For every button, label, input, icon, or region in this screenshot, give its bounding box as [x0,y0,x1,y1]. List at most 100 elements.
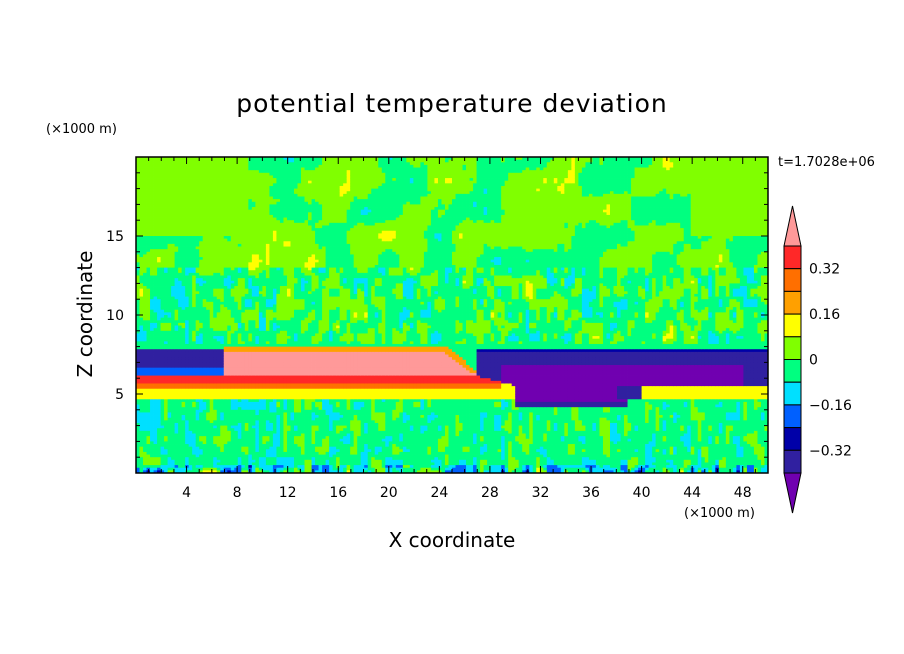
contour-cell [171,325,176,329]
contour-cell [276,299,281,303]
contour-cell [206,246,211,250]
contour-cell [174,157,179,161]
contour-cell [171,214,176,218]
contour-cell [150,357,154,361]
contour-cell [248,322,253,326]
contour-cell [195,214,200,218]
contour-cell [248,301,253,305]
contour-cell [181,317,186,321]
contour-cell [174,196,179,200]
contour-cell [251,207,256,211]
contour-cell [227,312,232,316]
contour-cell [213,362,218,366]
contour-cell [262,264,267,268]
contour-cell [192,459,197,463]
contour-cell [276,272,281,276]
contour-cell [188,238,193,242]
contour-cell [255,320,260,324]
contour-cell [223,267,228,271]
contour-cell [244,312,249,316]
contour-cell [178,286,183,290]
contour-cell [143,357,147,361]
contour-cell [220,372,225,376]
contour-cell [244,451,249,455]
contour-cell [206,243,211,247]
contour-cell [223,222,228,226]
contour-cell [276,417,281,421]
contour-cell [153,164,158,168]
contour-cell [206,193,211,197]
contour-cell [279,243,284,247]
contour-cell [251,222,256,226]
contour-cell [276,388,281,392]
contour-cell [244,201,249,205]
contour-cell [181,267,186,271]
contour-cell [153,272,158,276]
contour-cell [216,183,221,187]
contour-cell [276,322,281,326]
contour-cell [265,272,270,276]
contour-cell [192,412,197,416]
contour-cell [216,164,221,168]
contour-cell [209,283,214,287]
contour-cell [265,375,270,379]
contour-cell [269,175,274,179]
contour-cell [276,246,281,250]
contour-cell [209,422,214,426]
contour-cell [244,386,249,390]
contour-cell [241,378,246,382]
contour-cell [174,243,179,247]
contour-cell [209,212,214,216]
contour-cell [234,336,239,340]
contour-cell [195,372,200,376]
contour-cell [272,228,277,232]
contour-cell [276,362,281,366]
contour-cell [265,196,270,200]
contour-cell [143,225,147,229]
contour-cell [192,367,197,371]
contour-cell [234,167,239,171]
contour-cell [160,401,165,405]
contour-cell [213,236,218,240]
contour-cell [181,365,186,369]
contour-cell [216,286,221,290]
contour-cell [185,312,190,316]
contour-cell [262,330,267,334]
contour-cell [258,341,263,345]
contour-cell [157,236,161,240]
contour-cell [188,365,193,369]
contour-cell [237,354,242,358]
contour-cell [255,330,260,334]
contour-cell [167,309,172,313]
contour-cell [237,204,242,208]
contour-cell [237,301,242,305]
contour-cell [265,262,270,266]
contour-cell [199,462,204,466]
contour-cell [167,259,172,263]
contour-cell [192,417,197,421]
contour-cell [188,225,193,229]
contour-cell [269,404,274,408]
contour-cell [234,430,239,434]
contour-cell [227,420,232,424]
contour-cell [234,359,239,363]
contour-cell [234,228,239,232]
contour-cell [188,336,193,340]
contour-cell [171,451,176,455]
contour-cell [276,259,281,263]
contour-cell [206,162,211,166]
contour-cell [248,259,253,263]
contour-cell [171,180,176,184]
contour-cell [255,357,260,361]
contour-cell [265,351,270,355]
contour-cell [136,409,140,413]
contour-cell [181,193,186,197]
contour-cell [153,233,158,237]
contour-cell [209,320,214,324]
contour-cell [139,457,144,461]
contour-cell [209,217,214,221]
contour-cell [167,312,172,316]
contour-cell [139,309,144,313]
contour-cell [202,251,207,255]
contour-cell [178,433,183,437]
